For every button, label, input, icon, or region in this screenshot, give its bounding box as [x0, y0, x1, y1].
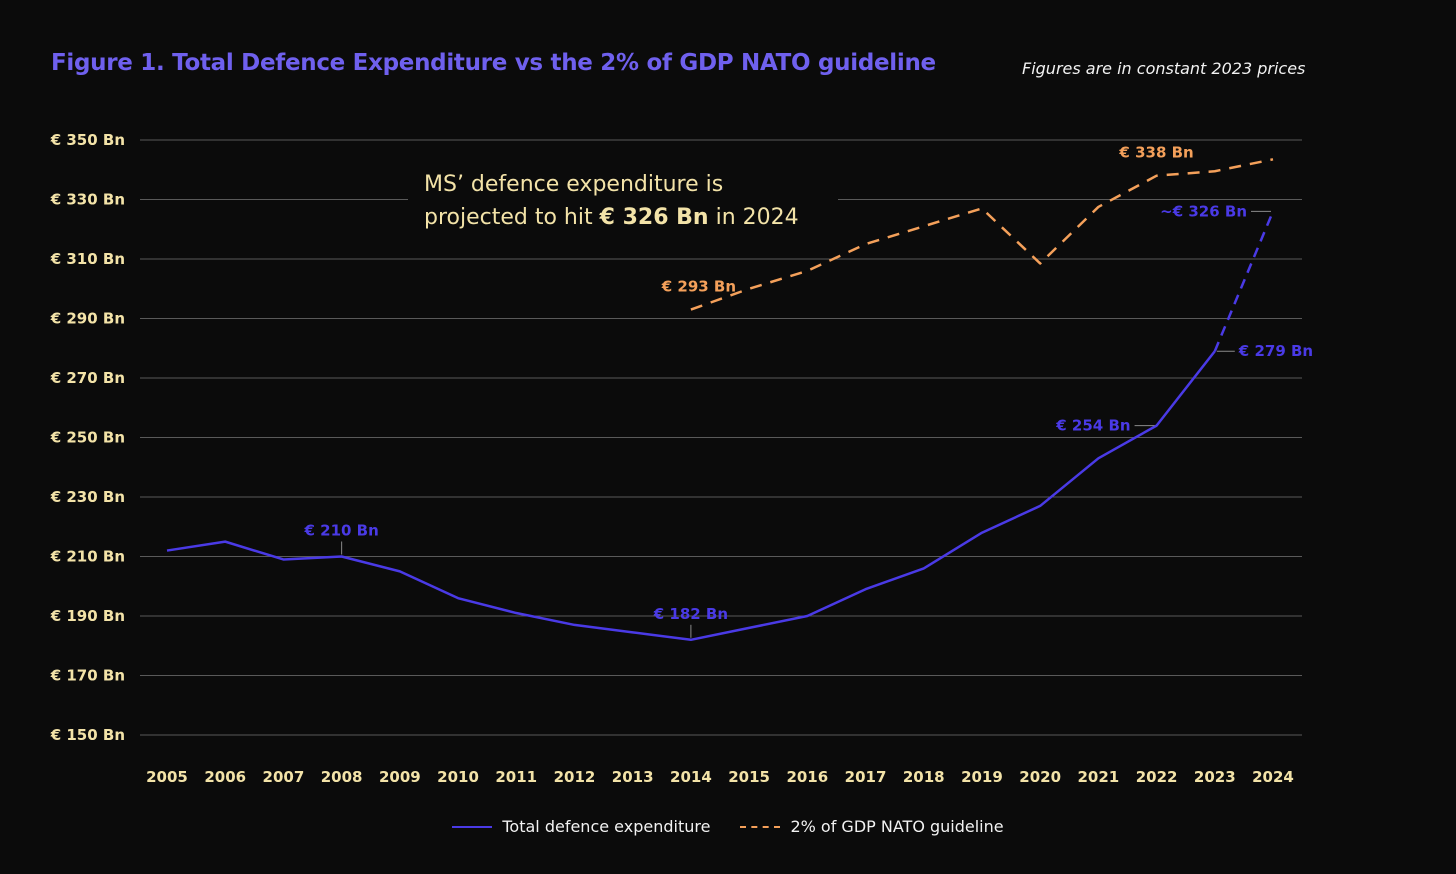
- x-tick-label: 2013: [612, 768, 654, 786]
- series-nato-line: [690, 158, 1274, 311]
- legend-label: Total defence expenditure: [502, 817, 711, 836]
- legend-label: 2% of GDP NATO guideline: [790, 817, 1004, 836]
- x-tick-label: 2015: [728, 768, 770, 786]
- x-tick-label: 2017: [845, 768, 887, 786]
- x-tick-label: 2006: [204, 768, 246, 786]
- data-label: € 293 Bn: [661, 278, 736, 296]
- data-label: € 210 Bn: [303, 522, 378, 540]
- x-tick-label: 2020: [1019, 768, 1061, 786]
- callout-value: € 326 Bn: [599, 205, 709, 230]
- y-tick-label: € 210 Bn: [50, 548, 125, 566]
- x-tick-label: 2018: [903, 768, 945, 786]
- y-tick-label: € 190 Bn: [50, 607, 125, 625]
- y-tick-label: € 250 Bn: [50, 429, 125, 447]
- callout-text: projected to hit: [424, 205, 600, 230]
- chart-title: Figure 1. Total Defence Expenditure vs t…: [51, 50, 936, 76]
- chart-subtitle: Figures are in constant 2023 prices: [1022, 59, 1306, 78]
- x-tick-label: 2014: [670, 768, 712, 786]
- y-tick-label: € 350 Bn: [50, 131, 125, 149]
- x-tick-label: 2011: [495, 768, 537, 786]
- y-tick-label: € 170 Bn: [50, 667, 125, 685]
- legend-swatch-dashed: [740, 825, 781, 828]
- legend-swatch-solid: [452, 825, 493, 828]
- callout-line-1: MS’ defence expenditure is: [424, 172, 724, 197]
- x-tick-label: 2016: [786, 768, 828, 786]
- x-tick-label: 2005: [146, 768, 188, 786]
- x-tick-label: 2010: [437, 768, 479, 786]
- series-total-projection: [1213, 210, 1275, 352]
- data-label: € 338 Bn: [1118, 144, 1193, 162]
- data-label: € 279 Bn: [1238, 342, 1313, 360]
- y-tick-label: € 230 Bn: [50, 488, 125, 506]
- x-tick-label: 2023: [1194, 768, 1236, 786]
- data-label: € 254 Bn: [1055, 417, 1130, 435]
- callout-annotation: MS’ defence expenditure is projected to …: [424, 168, 799, 234]
- x-tick-label: 2019: [961, 768, 1003, 786]
- data-label: ~€ 326 Bn: [1160, 202, 1247, 220]
- x-tick-label: 2021: [1077, 768, 1119, 786]
- callout-text: in 2024: [708, 205, 799, 230]
- x-tick-label: 2008: [321, 768, 363, 786]
- y-tick-label: € 270 Bn: [50, 369, 125, 387]
- legend: Total defence expenditure 2% of GDP NATO…: [0, 817, 1456, 836]
- series-total-line: [166, 350, 1216, 642]
- y-tick-label: € 150 Bn: [50, 726, 125, 744]
- x-tick-label: 2009: [379, 768, 421, 786]
- x-tick-label: 2012: [554, 768, 596, 786]
- data-label: € 182 Bn: [653, 605, 728, 623]
- x-tick-label: 2024: [1252, 768, 1294, 786]
- x-tick-label: 2022: [1136, 768, 1178, 786]
- legend-item-nato: 2% of GDP NATO guideline: [740, 817, 1004, 836]
- x-tick-label: 2007: [263, 768, 305, 786]
- callout-line-2: projected to hit € 326 Bn in 2024: [424, 201, 799, 234]
- legend-item-total: Total defence expenditure: [452, 817, 710, 836]
- y-tick-label: € 290 Bn: [50, 310, 125, 328]
- y-tick-label: € 330 Bn: [50, 191, 125, 209]
- y-tick-label: € 310 Bn: [50, 250, 125, 268]
